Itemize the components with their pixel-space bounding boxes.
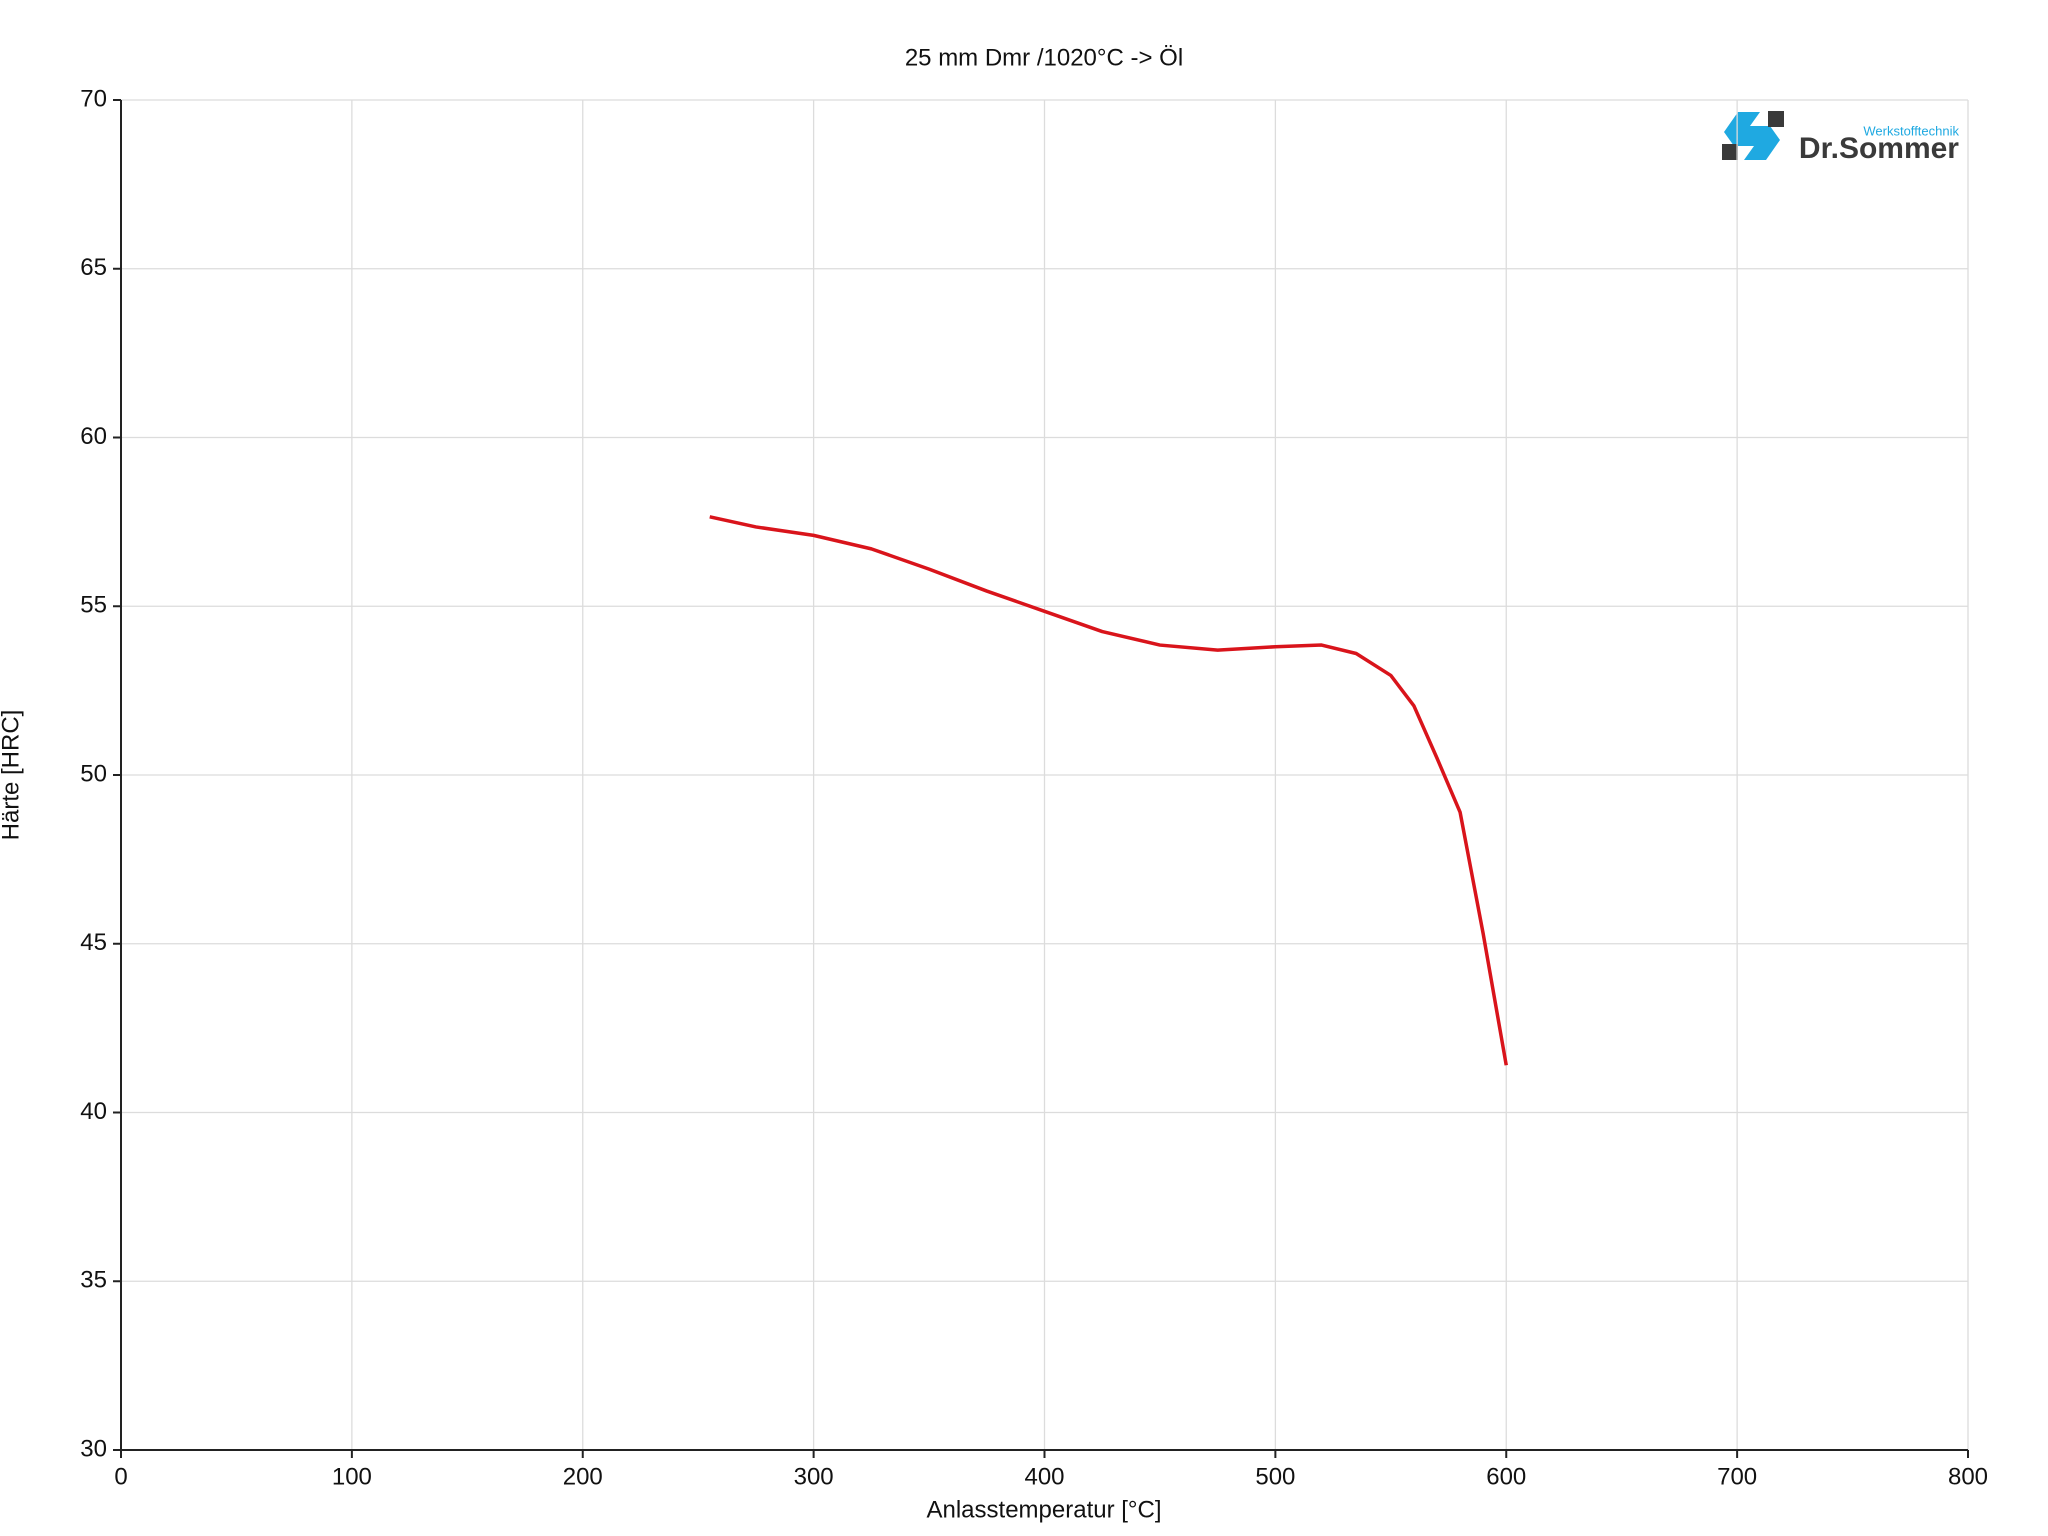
x-tick-label: 300 (794, 1463, 834, 1490)
y-tick-label: 30 (80, 1435, 107, 1462)
y-tick-label: 40 (80, 1098, 107, 1125)
y-tick-label: 60 (80, 423, 107, 450)
x-tick-label: 400 (1024, 1463, 1064, 1490)
logo-tagline: Werkstofftechnik (1863, 123, 1959, 138)
y-tick-label: 45 (80, 929, 107, 956)
x-tick-label: 200 (563, 1463, 603, 1490)
y-tick-label: 70 (80, 85, 107, 112)
data-line (709, 515, 1508, 1066)
logo-square (1768, 111, 1784, 127)
y-tick-label: 50 (80, 760, 107, 787)
x-tick-label: 800 (1948, 1463, 1988, 1490)
logo-square (1722, 144, 1738, 160)
y-tick-label: 35 (80, 1267, 107, 1294)
y-tick-label: 55 (80, 592, 107, 619)
x-tick-label: 600 (1486, 1463, 1526, 1490)
x-axis-label: Anlasstemperatur [°C] (926, 1496, 1161, 1523)
logo-mark (1724, 112, 1780, 160)
logo-name: Dr.Sommer (1799, 132, 1959, 165)
y-axis-label: Härte [HRC] (0, 710, 24, 841)
x-tick-label: 100 (332, 1463, 372, 1490)
y-tick-label: 65 (80, 254, 107, 281)
x-tick-label: 500 (1255, 1463, 1295, 1490)
x-tick-label: 0 (114, 1463, 127, 1490)
chart-title: 25 mm Dmr /1020°C -> Öl (905, 44, 1183, 71)
x-tick-label: 700 (1717, 1463, 1757, 1490)
logo: Werkstofftechnik Dr.Sommer (1722, 111, 1959, 165)
